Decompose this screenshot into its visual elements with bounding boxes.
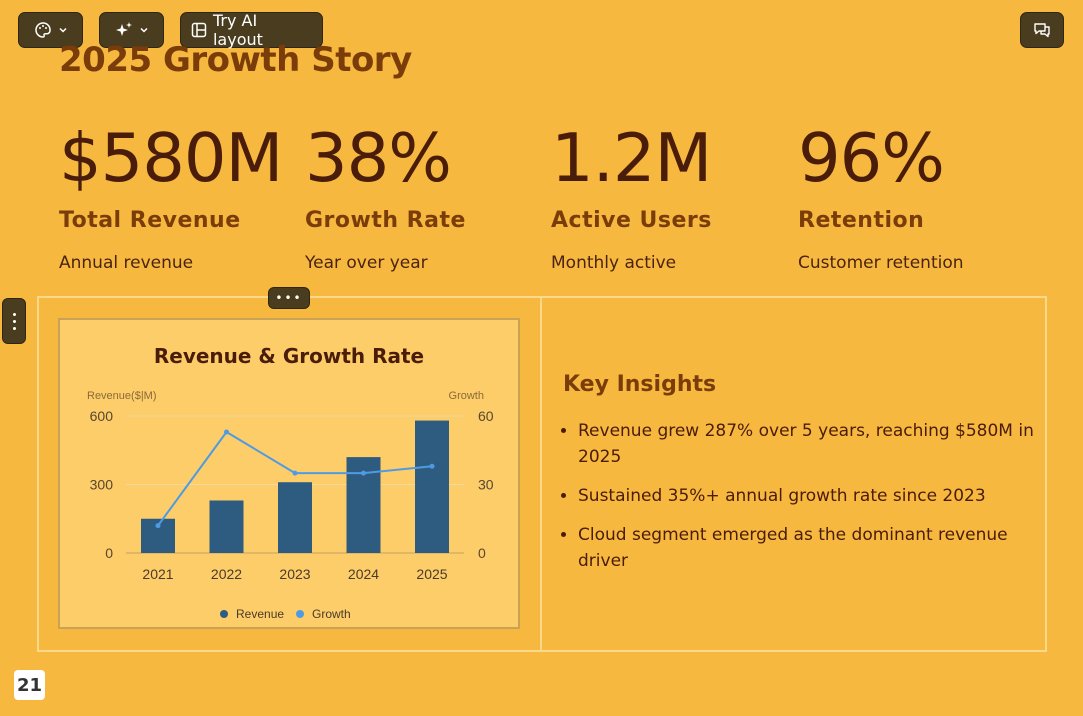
stat-description: Customer retention [798, 253, 964, 273]
growth-point [429, 463, 435, 469]
growth-point [292, 470, 298, 476]
y-tick-label-left: 300 [90, 477, 114, 493]
y-axis-right-label: Growth [449, 390, 484, 402]
y-tick-label-left: 0 [105, 545, 113, 561]
revenue-growth-chart: Revenue & Growth Rate Revenue($|M) Growt… [87, 344, 494, 621]
bar-revenue [415, 420, 449, 553]
ai-button[interactable] [99, 12, 164, 48]
insights-list: Revenue grew 287% over 5 years, reaching… [556, 418, 1048, 587]
stat-retention: 96% Retention Customer retention [798, 118, 1038, 273]
x-tick-label: 2021 [142, 566, 173, 582]
y-tick-label-right: 0 [478, 545, 486, 561]
theme-button[interactable] [18, 12, 83, 48]
layout-icon [191, 22, 207, 38]
stat-value: $580M [59, 119, 283, 197]
try-ai-layout-button[interactable]: Try AI layout [180, 11, 323, 49]
content-block-frame[interactable] [37, 296, 1047, 652]
y-tick-label-right: 60 [478, 408, 494, 424]
stat-label: Total Revenue [59, 208, 241, 233]
legend-swatch-growth [296, 610, 304, 618]
stat-value: 96% [798, 119, 945, 197]
legend-label-revenue: Revenue [236, 607, 284, 621]
stat-active-users: 1.2M Active Users Monthly active [551, 118, 791, 273]
stat-total-revenue: $580M Total Revenue Annual revenue [59, 118, 299, 273]
list-item: Cloud segment emerged as the dominant re… [578, 522, 1048, 574]
sparkles-icon [115, 22, 132, 36]
block-drag-handle[interactable]: ••• [268, 287, 310, 309]
x-tick-label: 2025 [416, 566, 447, 582]
stat-description: Monthly active [551, 253, 677, 273]
stat-value: 38% [305, 119, 452, 197]
chevron-down-icon [139, 27, 148, 33]
bar-revenue [278, 482, 312, 553]
x-tick-label: 2024 [348, 566, 379, 582]
comment-button[interactable] [1020, 12, 1064, 48]
growth-point [361, 470, 366, 476]
stat-label: Active Users [551, 208, 712, 233]
legend-label-growth: Growth [312, 607, 351, 621]
x-tick-label: 2022 [211, 566, 242, 582]
chevron-down-icon [58, 27, 67, 33]
chart-title: Revenue & Growth Rate [154, 344, 424, 368]
stat-value: 1.2M [551, 119, 712, 197]
list-item: Revenue grew 287% over 5 years, reaching… [578, 418, 1048, 470]
list-item: Sustained 35%+ annual growth rate since … [578, 483, 1048, 509]
comment-icon [1034, 23, 1050, 38]
growth-point [155, 523, 161, 529]
y-tick-label-left: 600 [90, 408, 114, 424]
x-tick-label: 2023 [279, 566, 310, 582]
page-number: 21 [14, 670, 45, 700]
stat-label: Growth Rate [305, 208, 466, 233]
y-tick-label-right: 30 [478, 477, 494, 493]
insights-title: Key Insights [563, 372, 717, 397]
stat-label: Retention [798, 208, 925, 233]
y-axis-left-label: Revenue($|M) [87, 390, 157, 402]
chart-card[interactable]: Revenue & Growth Rate Revenue($|M) Growt… [58, 318, 520, 629]
palette-icon [34, 22, 51, 38]
legend-swatch-revenue [220, 610, 228, 618]
stat-description: Year over year [305, 253, 428, 273]
try-ai-layout-label: Try AI layout [212, 11, 263, 49]
column-divider[interactable] [540, 297, 542, 651]
growth-point [224, 429, 229, 435]
slide-title: 2025 Growth Story [59, 40, 412, 80]
row-drag-handle[interactable] [2, 298, 26, 344]
stat-description: Annual revenue [59, 253, 194, 273]
stat-growth-rate: 38% Growth Rate Year over year [305, 118, 545, 273]
bar-revenue [209, 500, 244, 553]
